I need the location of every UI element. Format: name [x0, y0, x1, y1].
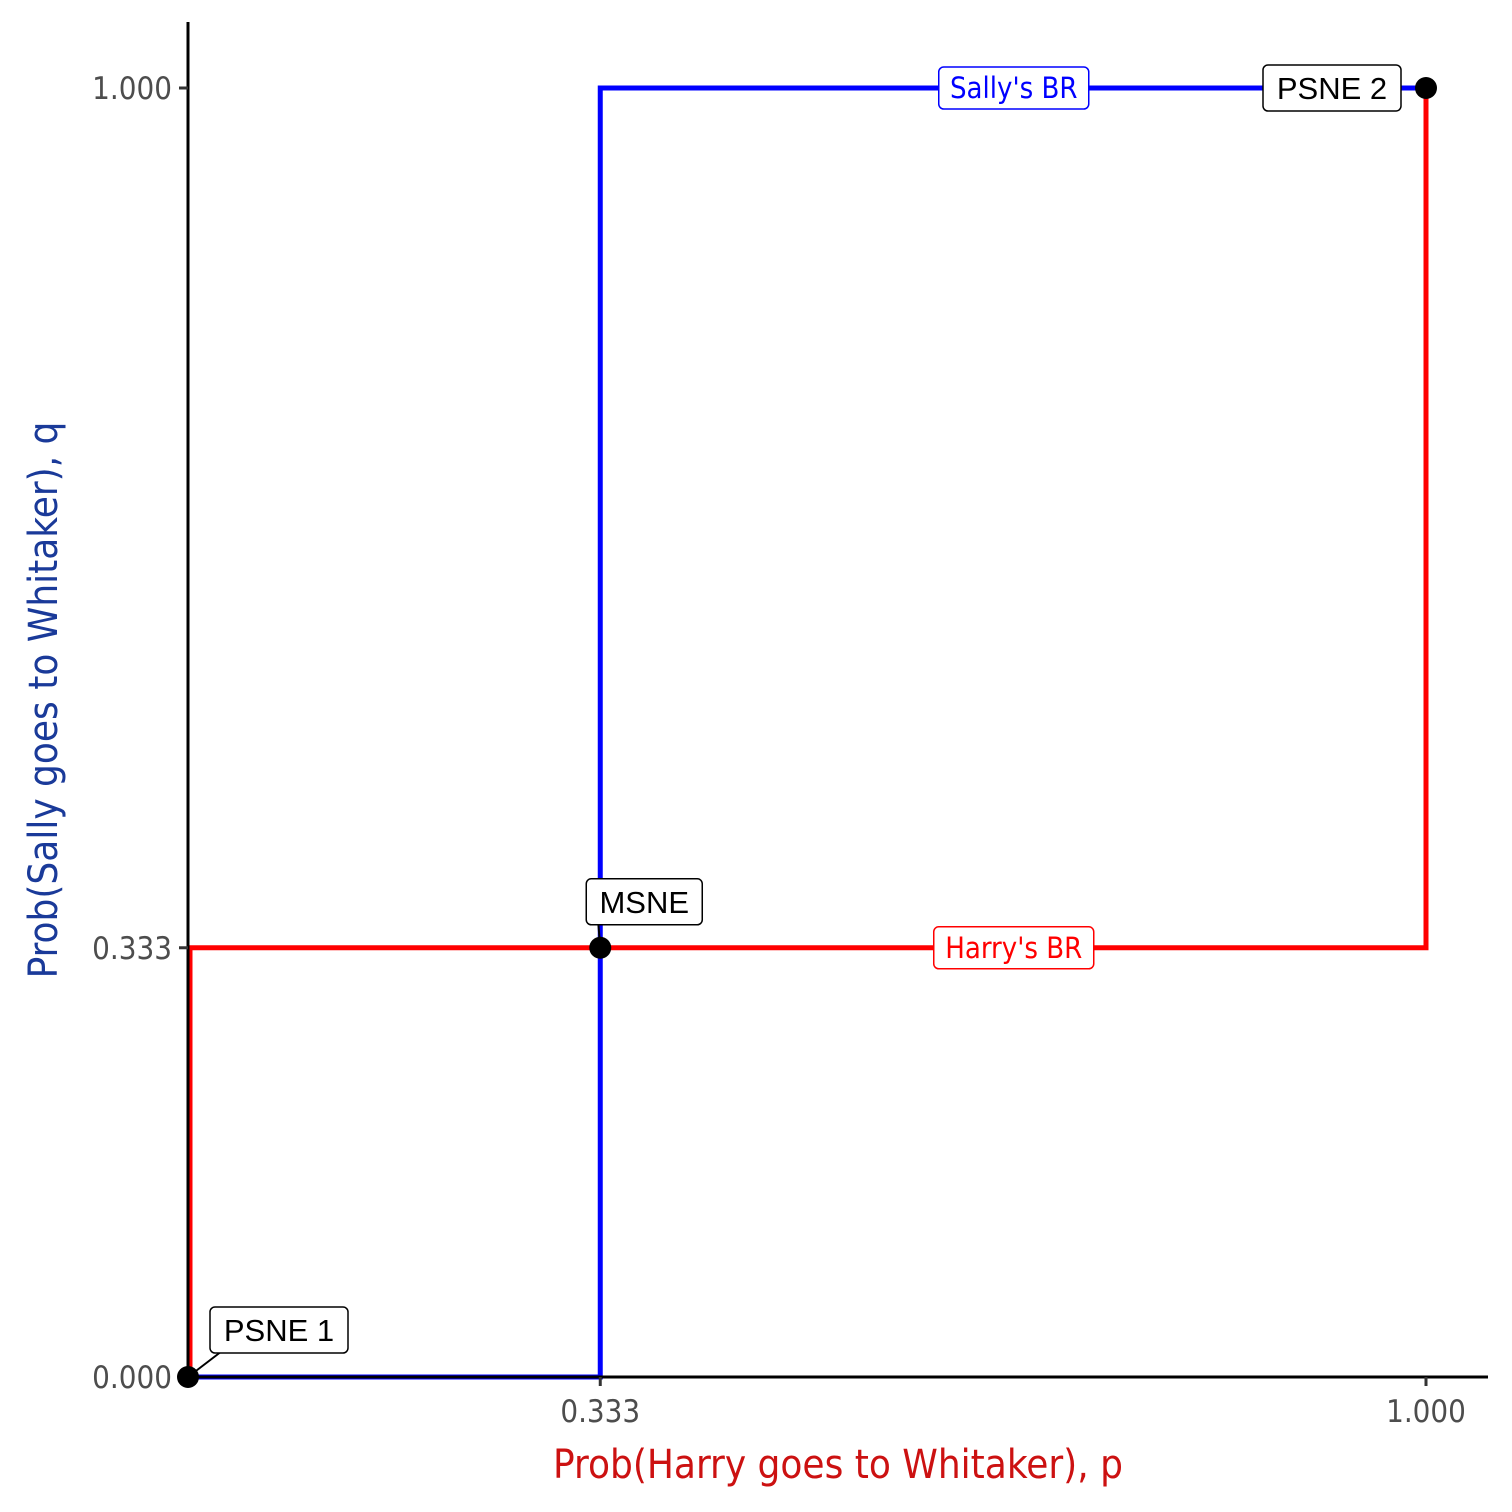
- curve-label-box: [937, 66, 1090, 110]
- curve-label-text: Harry's BR: [945, 931, 1082, 965]
- equilibrium-point: [177, 1366, 199, 1388]
- curve-labels: Sally's BR Harry's BR: [932, 66, 1095, 970]
- x-tick-label: 0.333: [560, 1394, 640, 1430]
- ticks: 0.333 1.000 0.000 0.333 1.000: [92, 71, 1466, 1430]
- curve-label-text: Sally's BR: [950, 71, 1078, 105]
- annotation-box: [209, 1306, 349, 1354]
- equilibrium-point: [589, 936, 612, 959]
- curve-label-harry-br: Harry's BR: [932, 926, 1095, 970]
- x-tick-label: 1.000: [1386, 1394, 1466, 1430]
- equilibrium-points: PSNE 1 MSNE PSNE 2: [177, 64, 1437, 1388]
- axes: [186, 22, 1488, 1379]
- y-tick-label: 1.000: [92, 71, 172, 107]
- y-tick-label: 0.333: [92, 931, 172, 967]
- equilibrium-msne: MSNE: [585, 878, 704, 959]
- x-axis-title: Prob(Harry goes to Whitaker), p: [553, 1442, 1123, 1488]
- series-lines: [187, 85, 1429, 1380]
- y-tick-label: 0.000: [92, 1360, 172, 1396]
- annotation-text: PSNE 1: [224, 1313, 334, 1348]
- series-line-harry-br: [187, 88, 1429, 1377]
- equilibrium-psne-1: PSNE 1: [177, 1306, 349, 1388]
- curve-label-box: [932, 926, 1095, 970]
- curve-label-sally-br: Sally's BR: [937, 66, 1090, 110]
- y-axis-title: Prob(Sally goes to Whitaker), q: [21, 422, 67, 979]
- equilibrium-psne-2: PSNE 2: [1262, 64, 1437, 112]
- annotation-text: MSNE: [599, 885, 689, 920]
- series-line-sally-br: [188, 85, 1426, 1380]
- equilibrium-point: [1415, 77, 1437, 99]
- annotation-box: [585, 878, 704, 926]
- annotation-box: [1262, 64, 1402, 112]
- annotation-text: PSNE 2: [1277, 71, 1387, 106]
